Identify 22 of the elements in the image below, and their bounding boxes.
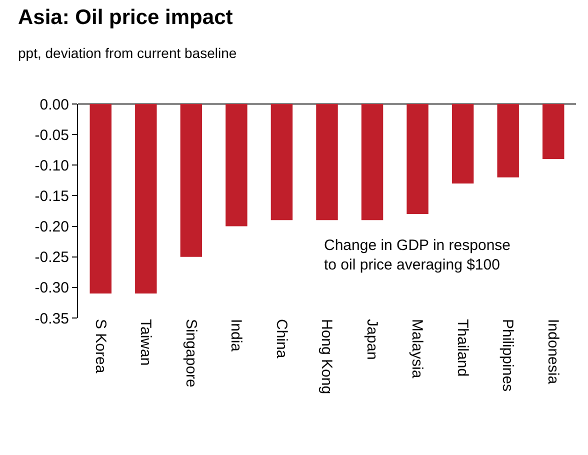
y-tick-label: -0.10 — [34, 157, 69, 174]
x-tick-label: Singapore — [182, 319, 200, 388]
chart-title: Asia: Oil price impact — [18, 6, 233, 29]
x-tick-label: Japan — [363, 319, 380, 360]
x-tick-label: Malaysia — [408, 319, 426, 379]
x-tick-label: Hong Kong — [318, 319, 336, 394]
annotation: Change in GDP in response to oil price averaging $100 — [324, 237, 511, 274]
y-tick-label: -0.20 — [34, 218, 69, 236]
chart-subtitle: ppt, deviation from current baseline — [18, 45, 237, 61]
y-tick-label: 0.00 — [40, 96, 69, 114]
y-tick-label: -0.30 — [34, 280, 69, 297]
y-tick-label: -0.35 — [34, 310, 69, 328]
x-tick-label: Thailand — [454, 319, 471, 377]
x-tick-label: Taiwan — [137, 319, 154, 366]
x-tick-label: S Korea — [92, 319, 109, 374]
x-tick-label: Indonesia — [544, 319, 562, 385]
y-tick-label: -0.15 — [34, 188, 69, 205]
y-tick-label: -0.05 — [34, 126, 69, 144]
x-tick-label: Philippines — [499, 319, 516, 392]
x-tick-label: India — [228, 319, 245, 352]
y-tick-label: -0.25 — [34, 249, 69, 266]
x-tick-label: China — [272, 319, 290, 359]
